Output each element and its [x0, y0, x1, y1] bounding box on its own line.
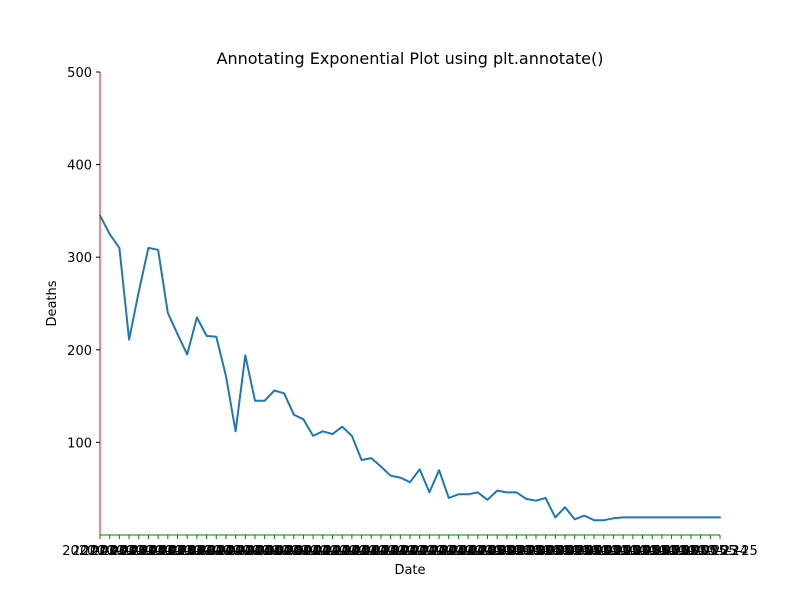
x-tick-label: 2020-05-21	[643, 544, 719, 559]
x-tick-label: 2020-04-15	[295, 544, 371, 559]
x-tick-label: 2020-04-05	[198, 544, 274, 559]
x-tick-label: 2020-05-15	[585, 544, 661, 559]
x-tick-label: 2020-05-24	[673, 544, 749, 559]
x-tick-label: 2020-04-22	[363, 544, 439, 559]
y-tick-label: 500	[67, 66, 92, 81]
x-tick-label: 2020-03-24	[82, 544, 158, 559]
x-tick-label: 2020-04-02	[169, 544, 245, 559]
x-tick-label: 2020-05-23	[663, 544, 739, 559]
y-tick-label: 100	[67, 436, 92, 451]
x-tick-label: 2020-05-22	[653, 544, 729, 559]
x-tick-label: 2020-05-07	[508, 544, 584, 559]
y-tick-label: 400	[67, 159, 92, 174]
x-tick-label: 2020-03-23	[72, 544, 148, 559]
x-tick-label: 2020-04-30	[440, 544, 516, 559]
x-tick-label: 2020-04-09	[237, 544, 313, 559]
x-tick-label: 2020-04-18	[324, 544, 400, 559]
x-tick-label: 2020-05-02	[459, 544, 535, 559]
x-tick-label: 2020-05-09	[527, 544, 603, 559]
x-tick-label: 2020-03-31	[149, 544, 225, 559]
x-tick-label: 2020-04-16	[304, 544, 380, 559]
x-tick-label: 2020-03-28	[120, 544, 196, 559]
x-tick-label: 2020-04-01	[159, 544, 235, 559]
x-tick-label: 2020-04-29	[430, 544, 506, 559]
x-tick-label: 2020-05-20	[634, 544, 710, 559]
x-tick-label: 2020-03-22	[62, 544, 138, 559]
x-tick-label: 2020-04-03	[178, 544, 254, 559]
x-tick-label: 2020-04-23	[372, 544, 448, 559]
x-tick-label: 2020-04-12	[266, 544, 342, 559]
x-tick-label: 2020-04-25	[392, 544, 468, 559]
x-tick-label: 2020-04-17	[314, 544, 390, 559]
series-line	[99, 214, 721, 522]
y-tick-label: 200	[67, 344, 92, 359]
x-tick-label: 2020-04-26	[401, 544, 477, 559]
x-tick-label: 2020-04-11	[256, 544, 332, 559]
x-tick-label: 2020-05-06	[498, 544, 574, 559]
x-tick-label: 2020-04-27	[411, 544, 487, 559]
x-tick-label: 2020-04-07	[217, 544, 293, 559]
x-tick-label: 2020-05-16	[595, 544, 671, 559]
x-axis-label: Date	[394, 563, 425, 578]
x-tick-label: 2020-04-10	[246, 544, 322, 559]
x-tick-label: 2020-05-08	[518, 544, 594, 559]
x-tick-label: 2020-04-21	[353, 544, 429, 559]
x-tick-label: 2020-05-11	[547, 544, 623, 559]
x-tick-label: 2020-04-20	[343, 544, 419, 559]
x-tick-label: 2020-04-08	[227, 544, 303, 559]
y-tick-label: 300	[67, 251, 92, 266]
x-tick-label: 2020-05-12	[556, 544, 632, 559]
x-tick-label: 2020-05-04	[479, 544, 555, 559]
x-tick-label: 2020-05-10	[537, 544, 613, 559]
chart-title: Annotating Exponential Plot using plt.an…	[217, 49, 604, 68]
x-tick-label: 2020-03-30	[140, 544, 216, 559]
x-tick-label: 2020-05-19	[624, 544, 700, 559]
x-tick-label: 2020-03-26	[101, 544, 177, 559]
x-tick-label: 2020-04-28	[421, 544, 497, 559]
x-tick-label: 2020-04-14	[285, 544, 361, 559]
x-tick-label: 2020-05-18	[614, 544, 690, 559]
x-tick-label: 2020-03-27	[111, 544, 187, 559]
x-tick-label: 2020-05-13	[566, 544, 642, 559]
x-tick-label: 2020-05-01	[450, 544, 526, 559]
x-tick-label: 2020-04-19	[333, 544, 409, 559]
x-tick-label: 2020-04-06	[208, 544, 284, 559]
x-tick-label: 2020-03-29	[130, 544, 206, 559]
x-tick-label: 2020-04-13	[275, 544, 351, 559]
y-axis-label: Deaths	[45, 280, 60, 326]
x-tick-label: 2020-05-05	[488, 544, 564, 559]
x-tick-label: 2020-05-25	[682, 544, 758, 559]
x-tick-label: 2020-04-04	[188, 544, 264, 559]
x-tick-label: 2020-05-17	[605, 544, 681, 559]
x-tick-label: 2020-03-25	[91, 544, 167, 559]
x-tick-label: 2020-05-14	[576, 544, 652, 559]
x-tick-label: 2020-04-24	[382, 544, 458, 559]
x-tick-label: 2020-05-03	[469, 544, 545, 559]
chart-marks: 1002003004005002020-03-222020-03-232020-…	[62, 66, 758, 559]
